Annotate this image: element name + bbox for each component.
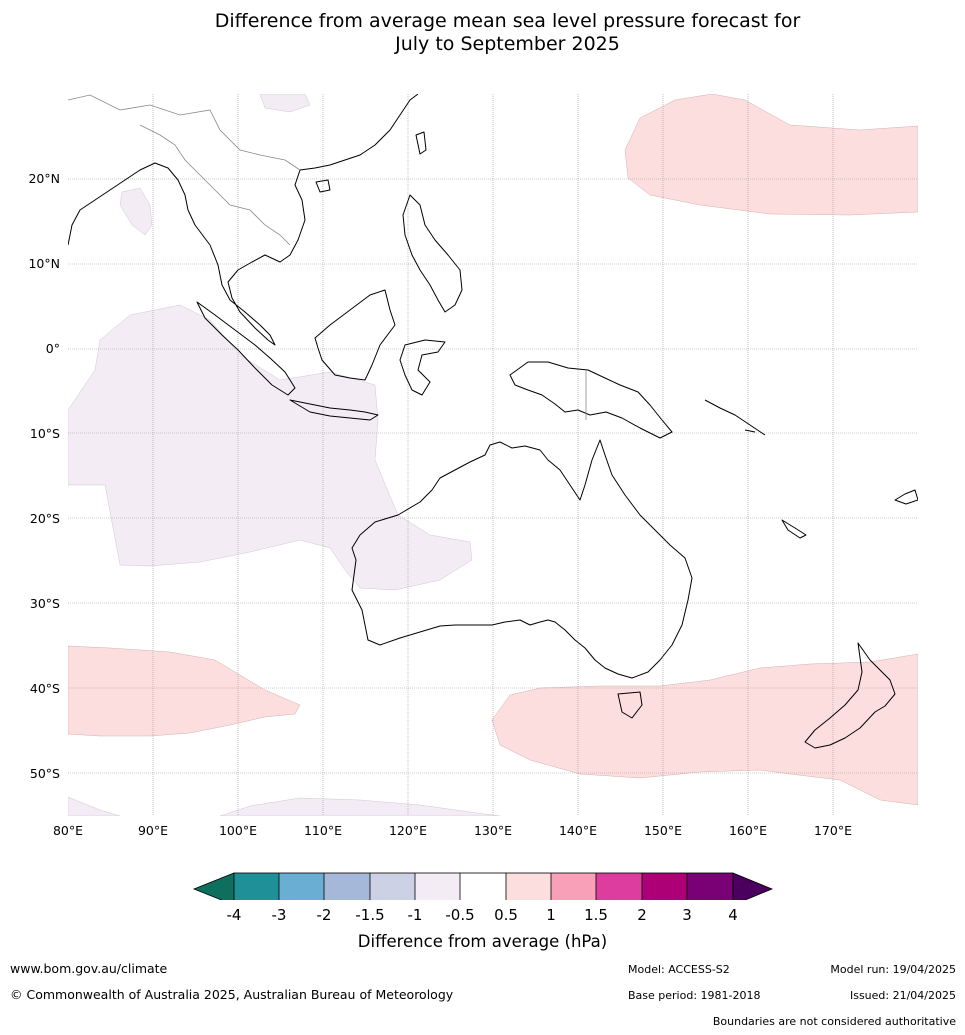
south-indian-positive-region [68,645,301,737]
website-link[interactable]: www.bom.gov.au/climate [10,961,168,976]
colorbar-tick: 4 [728,906,738,924]
title-line-2: July to September 2025 [395,33,620,55]
colorbar-tick: -3 [271,906,287,924]
coastlines [68,94,918,749]
lat-label-0: 0° [45,341,60,356]
tasman-southern-positive-region [491,653,918,806]
country-boundaries [68,94,587,420]
forecast-map [68,94,918,900]
model-text: Model: ACCESS-S2 [628,963,730,976]
colorbar-tick: 1.5 [584,906,608,924]
sulawesi-coastline [399,339,446,396]
map-area [68,94,918,816]
new-guinea-coastline [509,361,673,439]
australia-coastline [351,439,693,679]
colorbar-extend-low [192,872,235,900]
eastern-indian-negative-region [68,304,473,591]
sumatra-coastline [196,301,296,396]
colorbar-bin-7 [506,873,551,900]
colorbar-extend-high [732,872,774,900]
colorbar-bin-9 [596,873,642,900]
colorbar-bin-8 [551,873,596,900]
solomon-islands-coastline [704,399,766,436]
new-zealand-coastline [804,642,896,749]
copyright-text: © Commonwealth of Australia 2025, Austra… [10,987,454,1002]
lat-label-10s: 10°S [29,426,60,441]
colorbar-tick: 2 [637,906,647,924]
north-pacific-positive-region [624,94,918,216]
colorbar-bin-6 [460,873,506,900]
colorbar [192,872,774,900]
fiji-coastline [894,489,918,505]
title-line-1: Difference from average mean sea level p… [214,10,801,32]
new-caledonia-coastline [781,519,807,539]
lon-label-100e: 100°E [218,823,257,838]
model-run-text: Model run: 19/04/2025 [830,963,956,976]
colorbar-bin-5 [415,873,460,900]
lon-label-170e: 170°E [813,823,852,838]
colorbar-tick: -2 [316,906,332,924]
lon-label-90e: 90°E [137,823,169,838]
borneo-coastline [314,289,396,381]
java-coastline [289,399,379,421]
colorbar-tick: 1 [546,906,556,924]
colorbar-tick: 0.5 [494,906,518,924]
lon-label-110e: 110°E [303,823,342,838]
colorbar-title: Difference from average (hPa) [357,932,608,951]
philippines-coastline [402,194,463,313]
base-period-text: Base period: 1981-2018 [628,989,761,1002]
hainan-coastline [315,179,331,193]
colorbar-bin-3 [324,873,370,900]
lat-label-50s: 50°S [29,766,60,781]
lon-label-130e: 130°E [473,823,512,838]
far-south-negative-region [68,796,501,816]
lat-label-40s: 40°S [29,681,60,696]
colorbar-bin-4 [370,873,415,900]
south-china-sea-negative-region [259,94,311,113]
colorbar-tick: -1.5 [355,906,385,924]
lat-label-10n: 10°N [28,256,60,271]
lon-label-160e: 160°E [728,823,767,838]
colorbar-bin-2 [279,873,324,900]
lat-label-30s: 30°S [29,596,60,611]
lat-label-20s: 20°S [29,511,60,526]
lon-label-140e: 140°E [558,823,597,838]
colorbar-bin-1 [234,873,279,900]
colorbar-bin-11 [687,873,733,900]
gridlines [68,94,918,816]
colorbar-tick: -4 [226,906,242,924]
bay-of-bengal-negative-region [119,187,153,236]
lon-label-120e: 120°E [388,823,427,838]
tasmania-coastline [617,691,643,719]
lon-label-150e: 150°E [643,823,682,838]
colorbar-tick: 3 [682,906,692,924]
asia-mainland-coastline [68,94,419,346]
issued-text: Issued: 21/04/2025 [849,989,956,1002]
colorbar-tick: -1 [407,906,423,924]
lon-label-80e: 80°E [52,823,84,838]
lat-label-20n: 20°N [28,171,60,186]
colorbar-bin-10 [642,873,687,900]
disclaimer-text: Boundaries are not considered authoritat… [712,1015,956,1028]
map-title: Difference from average mean sea level p… [0,10,965,56]
colorbar-tick: -0.5 [445,906,475,924]
taiwan-coastline [415,131,427,155]
